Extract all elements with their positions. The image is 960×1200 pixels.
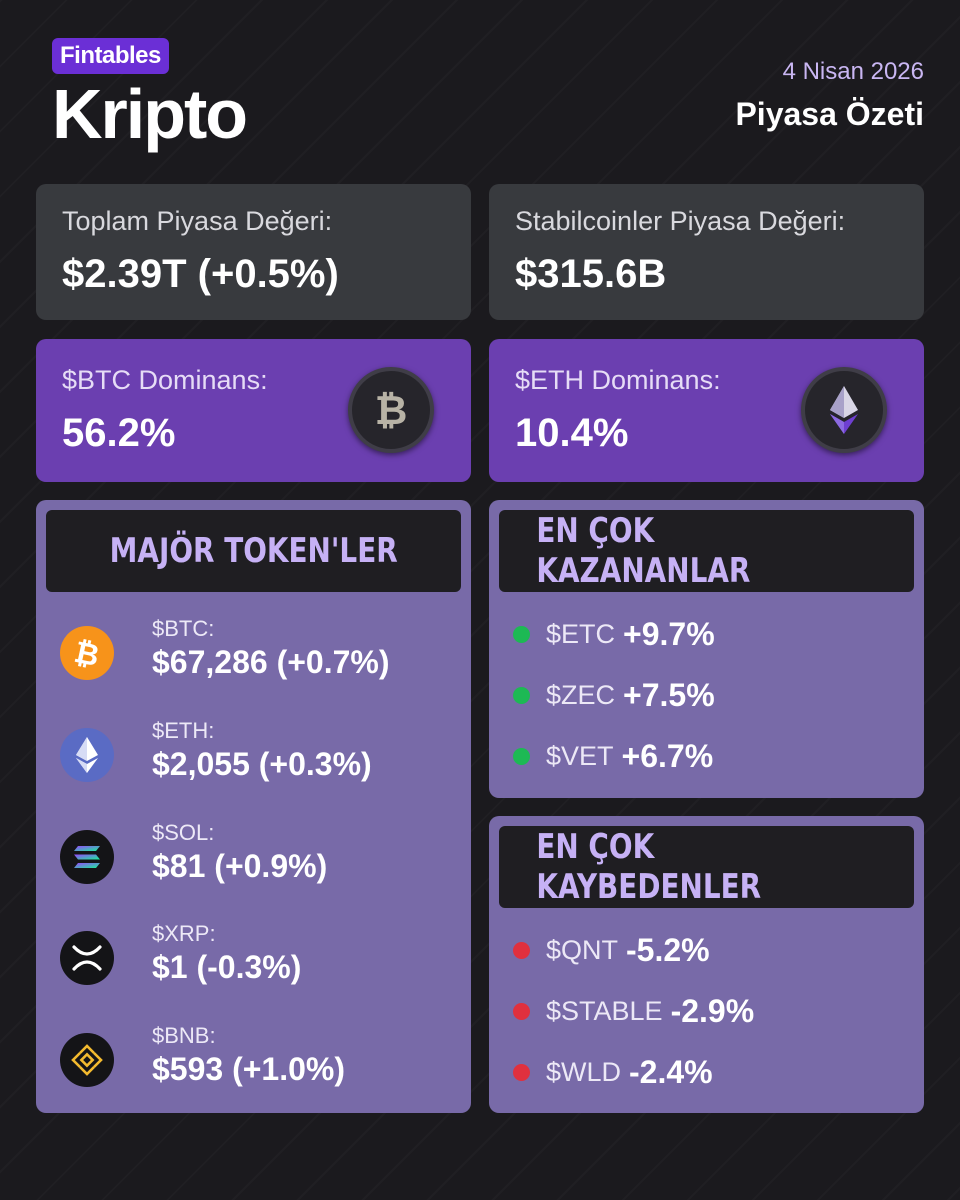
stablecoin-market-cap-value: $315.6B (515, 252, 667, 296)
mover-change: +7.5% (623, 676, 715, 713)
token-symbol: $BNB: (152, 1023, 216, 1048)
top-gainers-title: EN ÇOK KAZANANLAR (536, 511, 751, 591)
mover-symbol: $ETC (546, 618, 616, 649)
mover-change: +9.7% (623, 615, 715, 652)
mover-change: -2.4% (629, 1053, 713, 1090)
green-dot-icon (513, 747, 530, 765)
header: Fintables Kripto 4 Nisan 2026 Piyasa Öze… (52, 38, 924, 158)
report-date: 4 Nisan 2026 (782, 58, 924, 85)
top-losers-header: EN ÇOK KAYBEDENLER (499, 826, 914, 908)
solana-icon (60, 830, 114, 884)
top-losers-title: EN ÇOK KAYBEDENLER (536, 827, 762, 907)
btc-dominance-label: $BTC Dominans: (62, 365, 268, 395)
red-dot-icon (513, 1063, 530, 1081)
svg-text:₿: ₿ (72, 636, 102, 670)
svg-text:₿: ₿ (375, 388, 408, 434)
eth-dominance-label: $ETH Dominans: (515, 365, 721, 395)
ethereum-coin-icon (801, 367, 887, 453)
token-price: $1 (-0.3%) (152, 949, 302, 985)
token-price: $81 (+0.9%) (152, 848, 328, 884)
gainer-row: $VET +6.7% (513, 736, 713, 776)
mover-symbol: $ZEC (546, 679, 616, 710)
mover-symbol: $STABLE (546, 995, 663, 1026)
major-tokens-header: MAJÖR TOKEN'LER (46, 510, 461, 592)
green-dot-icon (513, 686, 530, 704)
token-price: $67,286 (+0.7%) (152, 644, 390, 680)
token-symbol: $ETH: (152, 718, 215, 743)
total-market-cap-card: Toplam Piyasa Değeri: $2.39T (+0.5%) (36, 184, 471, 320)
loser-row: $QNT -5.2% (513, 930, 710, 970)
loser-row: $STABLE -2.9% (513, 991, 754, 1031)
bitcoin-coin-icon: ₿ (348, 367, 434, 453)
major-tokens-title: MAJÖR TOKEN'LER (109, 531, 398, 571)
mover-change: -2.9% (670, 992, 755, 1029)
report-subtitle: Piyasa Özeti (735, 96, 924, 132)
btc-dominance-value: 56.2% (62, 411, 176, 455)
bnb-icon (60, 1033, 114, 1087)
mover-symbol: $VET (546, 740, 614, 771)
mover-change: -5.2% (626, 931, 710, 968)
top-gainers-panel: EN ÇOK KAZANANLAR $ETC +9.7% $ZEC +7.5% … (489, 500, 924, 798)
brand-logo: Fintables (52, 38, 169, 74)
bitcoin-icon: ₿ (60, 626, 114, 680)
token-price: $2,055 (+0.3%) (152, 746, 372, 782)
major-tokens-panel: MAJÖR TOKEN'LER ₿ $BTC: $67,286 (+0.7%) … (36, 500, 471, 1113)
token-symbol: $SOL: (152, 820, 215, 845)
page-title: Kripto (52, 75, 248, 153)
stablecoin-market-cap-label: Stabilcoinler Piyasa Değeri: (515, 206, 846, 236)
red-dot-icon (513, 1002, 530, 1020)
header-right: 4 Nisan 2026 Piyasa Özeti (735, 58, 924, 133)
eth-dominance-value: 10.4% (515, 411, 629, 455)
eth-dominance-card: $ETH Dominans: 10.4% (489, 339, 924, 482)
loser-row: $WLD -2.4% (513, 1052, 713, 1092)
token-symbol: $BTC: (152, 616, 215, 641)
stablecoin-market-cap-card: Stabilcoinler Piyasa Değeri: $315.6B (489, 184, 924, 320)
gainer-row: $ETC +9.7% (513, 614, 715, 654)
gainer-row: $ZEC +7.5% (513, 675, 715, 715)
green-dot-icon (513, 625, 530, 643)
btc-dominance-card: $BTC Dominans: 56.2% ₿ (36, 339, 471, 482)
ethereum-icon (60, 728, 114, 782)
total-market-cap-value: $2.39T (+0.5%) (62, 252, 339, 296)
xrp-icon (60, 931, 114, 985)
token-symbol: $XRP: (152, 921, 216, 946)
mover-symbol: $QNT (546, 934, 619, 965)
top-losers-panel: EN ÇOK KAYBEDENLER $QNT -5.2% $STABLE -2… (489, 816, 924, 1113)
red-dot-icon (513, 941, 530, 959)
top-gainers-header: EN ÇOK KAZANANLAR (499, 510, 914, 592)
token-price: $593 (+1.0%) (152, 1051, 346, 1087)
mover-change: +6.7% (621, 737, 714, 774)
total-market-cap-label: Toplam Piyasa Değeri: (62, 206, 333, 236)
mover-symbol: $WLD (546, 1056, 622, 1087)
